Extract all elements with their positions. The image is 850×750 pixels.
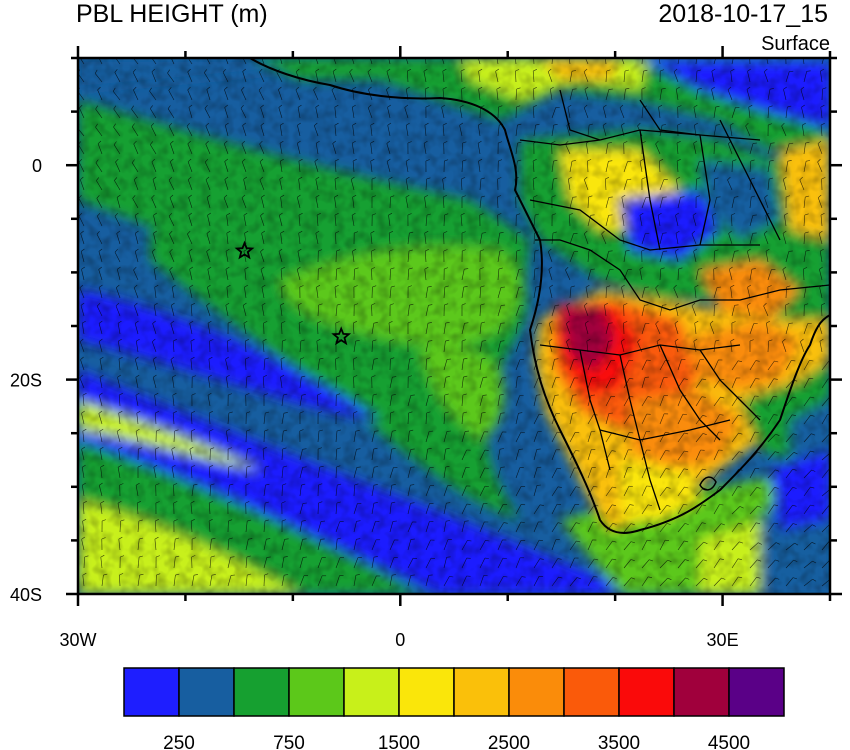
colorbar-swatch (233, 667, 290, 717)
colorbar-swatch (453, 667, 510, 717)
map-title: PBL HEIGHT (m) (76, 0, 268, 28)
y-tick-label: 20S (10, 371, 42, 391)
x-tick-label: 30W (59, 630, 96, 650)
colorbar-swatch (178, 667, 235, 717)
colorbar-label: 4500 (708, 733, 750, 750)
colorbar-swatch (728, 667, 785, 717)
axis-tick-labels: 30W 0 30E 0 20S 40S (10, 156, 739, 650)
map-datetime: 2018-10-17_15 (658, 0, 828, 28)
station-markers (234, 240, 352, 346)
axis-ticks (66, 46, 842, 606)
colorbar-label: 250 (163, 733, 195, 750)
colorbar-swatch (123, 667, 180, 717)
y-tick-label: 0 (32, 156, 42, 176)
colorbar-swatch (343, 667, 400, 717)
colorbar-swatch (563, 667, 620, 717)
colorbar: 250 750 1500 2500 3500 4500 (123, 667, 785, 750)
colorbar-label: 3500 (598, 733, 640, 750)
colorbar-swatch (398, 667, 455, 717)
star-marker-1 (234, 240, 255, 260)
colorbar-swatch (508, 667, 565, 717)
map-plot-area (78, 58, 830, 594)
wind-barbs (78, 58, 830, 587)
country-borders (519, 89, 830, 511)
map-level: Surface (761, 33, 830, 55)
colorbar-swatch (618, 667, 675, 717)
x-tick-label: 0 (395, 630, 405, 650)
coastlines (249, 58, 830, 534)
x-tick-label: 30E (707, 630, 739, 650)
colorbar-swatch (288, 667, 345, 717)
colorbar-swatch (673, 667, 730, 717)
colorbar-label: 2500 (488, 733, 530, 750)
y-tick-label: 40S (10, 585, 42, 605)
colorbar-label: 1500 (378, 733, 420, 750)
colorbar-label: 750 (273, 733, 305, 750)
star-marker-2 (331, 326, 352, 346)
